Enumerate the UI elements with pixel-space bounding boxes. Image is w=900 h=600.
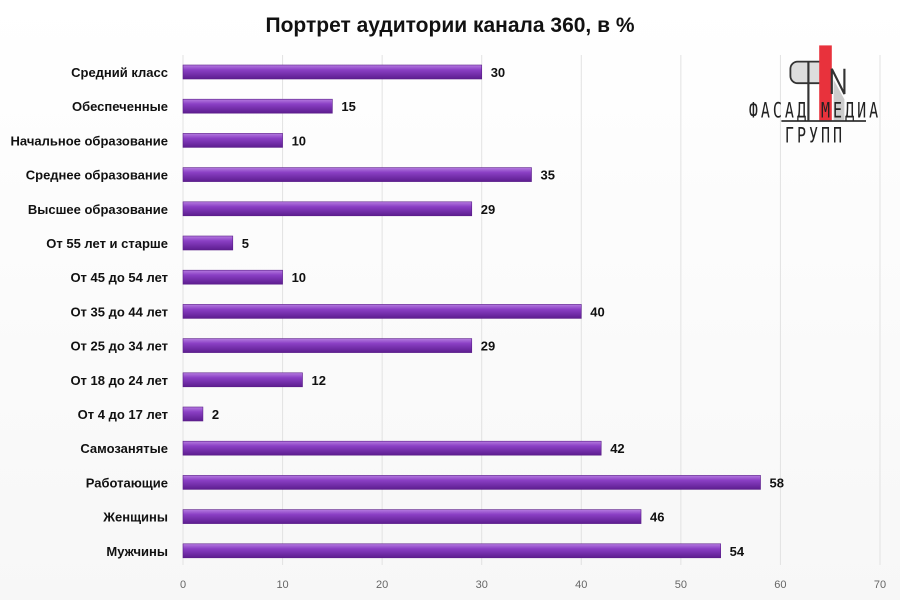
- data-label: 5: [242, 236, 249, 251]
- data-label: 29: [481, 202, 495, 217]
- bar: [182, 98, 333, 114]
- chart-title: Портрет аудитории канала 360, в %: [265, 14, 635, 37]
- bar: [182, 475, 761, 490]
- category-label: Средний класс: [71, 65, 168, 80]
- bar: [182, 338, 473, 353]
- bar: [182, 64, 483, 80]
- data-label: 2: [212, 407, 219, 422]
- logo-icon: [781, 45, 866, 122]
- bar: [182, 235, 234, 251]
- x-tick-label: 10: [276, 579, 288, 591]
- bar: [182, 201, 473, 217]
- category-label: От 55 лет и старше: [46, 236, 168, 251]
- logo-text: ФАСАД МЕДИА ГРУПП: [748, 97, 882, 149]
- category-label: От 25 до 34 лет: [70, 339, 168, 354]
- category-label: От 18 до 24 лет: [70, 373, 168, 388]
- bar: [182, 304, 582, 319]
- category-label: Обеспеченные: [72, 99, 168, 114]
- x-tick-label: 40: [575, 579, 587, 591]
- bar: [182, 543, 721, 559]
- category-label: Начальное образование: [11, 133, 168, 148]
- bar: [182, 509, 642, 524]
- x-tick-label: 20: [376, 579, 388, 591]
- category-label: От 45 до 54 лет: [70, 270, 168, 285]
- data-label: 10: [292, 133, 306, 148]
- bar: [182, 372, 303, 388]
- data-label: 54: [730, 544, 745, 559]
- x-tick-label: 60: [774, 579, 786, 591]
- category-label: Мужчины: [106, 544, 168, 559]
- category-label: Женщины: [102, 510, 168, 525]
- x-tick-label: 70: [874, 579, 886, 591]
- x-tick-label: 0: [180, 579, 186, 591]
- data-label: 58: [770, 475, 784, 490]
- category-label: Высшее образование: [28, 202, 168, 217]
- category-label: Самозанятые: [80, 441, 168, 456]
- category-label: Работающие: [86, 475, 168, 490]
- bar: [182, 133, 283, 148]
- bar: [182, 167, 532, 182]
- x-tick-label: 30: [476, 579, 488, 591]
- data-label: 35: [541, 168, 555, 183]
- data-label: 42: [610, 441, 624, 456]
- category-label: Среднее образование: [26, 168, 168, 183]
- data-label: 29: [481, 339, 495, 354]
- data-label: 10: [292, 270, 306, 285]
- category-label: От 35 до 44 лет: [70, 304, 168, 319]
- x-tick-label: 50: [675, 579, 687, 591]
- bar: [182, 406, 204, 422]
- data-label: 12: [311, 373, 325, 388]
- data-label: 15: [341, 99, 355, 114]
- category-label: От 4 до 17 лет: [78, 407, 168, 422]
- data-label: 40: [590, 304, 604, 319]
- data-label: 30: [491, 65, 505, 80]
- bar: [182, 269, 283, 285]
- bar: [182, 440, 602, 456]
- data-label: 46: [650, 510, 664, 525]
